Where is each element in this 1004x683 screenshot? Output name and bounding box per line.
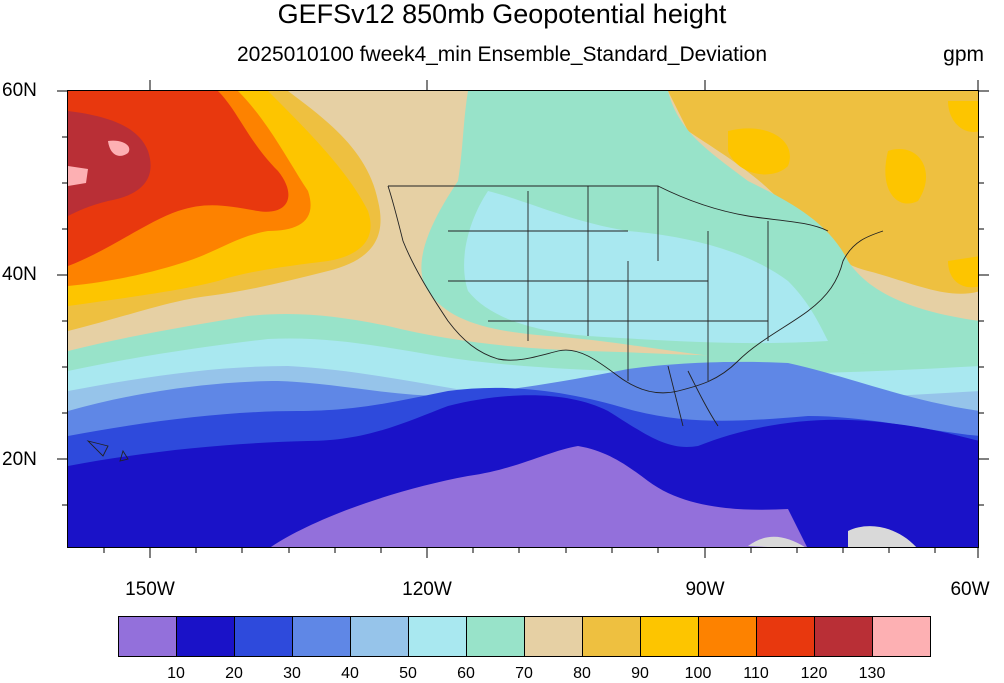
colorbar-swatch [640, 616, 699, 657]
colorbar-swatch [234, 616, 293, 657]
lon-label-150w: 150W [125, 579, 175, 600]
lat-label-60n: 60N [2, 80, 37, 101]
colorbar-swatch [814, 616, 873, 657]
colorbar-label: 20 [225, 665, 243, 682]
colorbar-swatch [350, 616, 409, 657]
colorbar-label: 70 [515, 665, 533, 682]
band-below-10 [271, 446, 807, 547]
band-120-130 [68, 111, 151, 216]
colorbar-swatch [756, 616, 815, 657]
band-90-100-east [728, 101, 978, 288]
colorbar-swatch [292, 616, 351, 657]
colorbar-label: 40 [341, 665, 359, 682]
colorbar-swatch [698, 616, 757, 657]
lon-label-120w: 120W [402, 579, 452, 600]
map-title: GEFSv12 850mb Geopotential height [277, 0, 727, 29]
colorbar-swatch [176, 616, 235, 657]
lat-label-40n: 40N [2, 264, 37, 285]
colorbar-swatch [582, 616, 641, 657]
colorbar-label: 130 [858, 665, 886, 682]
units-label: gpm [943, 43, 984, 66]
colorbar-label: 100 [684, 665, 712, 682]
colorbar-label: 30 [283, 665, 301, 682]
contour-map [68, 91, 978, 547]
colorbar [118, 616, 931, 657]
no-data-patch [748, 526, 917, 547]
colorbar-label: 50 [399, 665, 417, 682]
colorbar-label: 120 [800, 665, 828, 682]
colorbar-swatch [118, 616, 177, 657]
colorbar-swatch [524, 616, 583, 657]
band-50-60 [464, 191, 828, 344]
lat-label-20n: 20N [2, 449, 37, 470]
colorbar-label: 80 [573, 665, 591, 682]
lon-label-60w: 60W [950, 579, 990, 600]
map-subtitle: 2025010100 fweek4_min Ensemble_Standard_… [236, 43, 768, 66]
lon-label-90w: 90W [685, 579, 725, 600]
colorbar-label: 10 [167, 665, 185, 682]
colorbar-swatch [466, 616, 525, 657]
colorbar-label: 110 [743, 665, 769, 682]
map-panel [67, 90, 979, 548]
colorbar-label: 90 [631, 665, 649, 682]
band-130-plus [68, 140, 130, 186]
colorbar-swatch [872, 616, 931, 657]
colorbar-swatch [408, 616, 467, 657]
coastline-lines [86, 185, 884, 462]
colorbar-label: 60 [457, 665, 475, 682]
